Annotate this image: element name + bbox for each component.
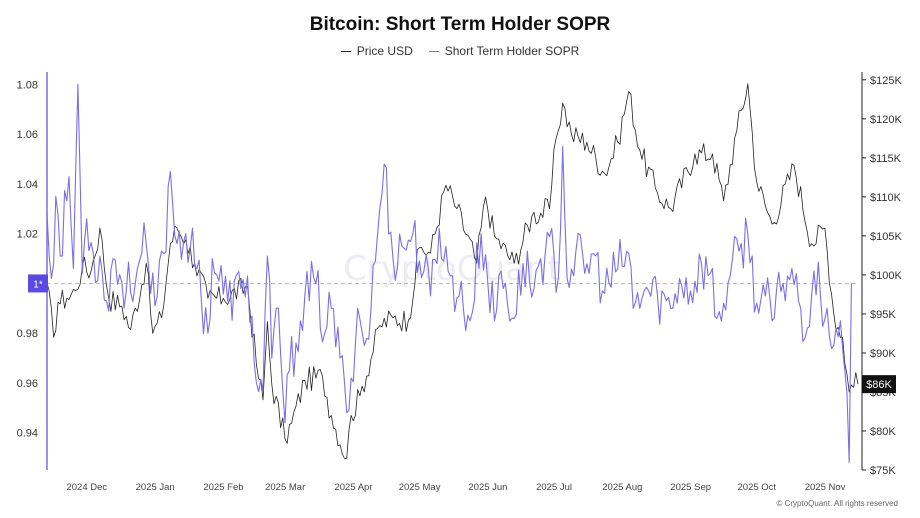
x-tick-label: 2025 Aug [602,482,642,493]
right-tick-label: $80K [870,426,896,438]
price-usd-line [46,83,859,459]
x-tick-label: 2025 Nov [805,482,846,493]
x-tick-label: 2025 Feb [203,482,243,493]
legend-swatch-sopr [428,50,439,52]
reference-badge-label: 1* [33,279,43,290]
x-tick-label: 2025 Jul [536,482,572,493]
right-tick-label: $100K [870,270,902,282]
left-tick-label: 1.06 [17,129,38,141]
x-tick-label: 2024 Dec [66,482,107,493]
overlay-layer: 1* $86K [28,274,896,394]
left-tick-label: 0.96 [17,378,38,390]
right-tick-label: $75K [870,465,896,477]
axes-layer: 0.940.960.981.021.041.061.08$75K$80K$85K… [17,72,902,493]
legend-label-price: Price USD [356,44,413,58]
right-tick-label: $120K [870,114,902,126]
current-price-badge-bg [862,375,896,394]
right-tick-label: $110K [870,192,902,204]
legend-swatch-price [340,50,351,52]
chart-title: Bitcoin: Short Term Holder SOPR [309,14,611,35]
sopr-line [46,83,852,464]
series-layer [46,83,859,464]
x-tick-label: 2025 Mar [265,482,305,493]
left-tick-label: 0.94 [17,428,38,440]
x-tick-label: 2025 Apr [334,482,372,493]
x-tick-label: 2025 Jan [136,482,175,493]
right-tick-label: $125K [870,75,902,87]
left-tick-label: 1.02 [17,229,38,241]
footer-credit: © CryptoQuant. All rights reserved [776,499,899,508]
reference-badge-bg [28,274,48,293]
right-tick-label: $95K [870,309,896,321]
left-tick-label: 1.04 [17,179,38,191]
right-tick-label: $105K [870,231,902,243]
right-tick-label: $90K [870,348,896,360]
right-tick-label: $115K [870,153,902,165]
x-tick-label: 2025 Sep [670,482,711,493]
legend-item-sopr[interactable]: Short Term Holder SOPR [428,44,580,58]
left-tick-label: 1.08 [17,79,38,91]
current-price-badge-label: $86K [866,379,892,391]
reference-badge: 1* [28,274,48,293]
legend-item-price[interactable]: Price USD [340,44,413,58]
x-tick-label: 2025 Jun [468,482,507,493]
left-tick-label: 0.98 [17,328,38,340]
current-price-badge: $86K [862,375,896,394]
x-tick-label: 2025 Oct [738,482,777,493]
legend-label-sopr: Short Term Holder SOPR [444,44,580,58]
legend: Price USD Short Term Holder SOPR [0,44,920,58]
x-tick-label: 2025 May [399,482,441,493]
